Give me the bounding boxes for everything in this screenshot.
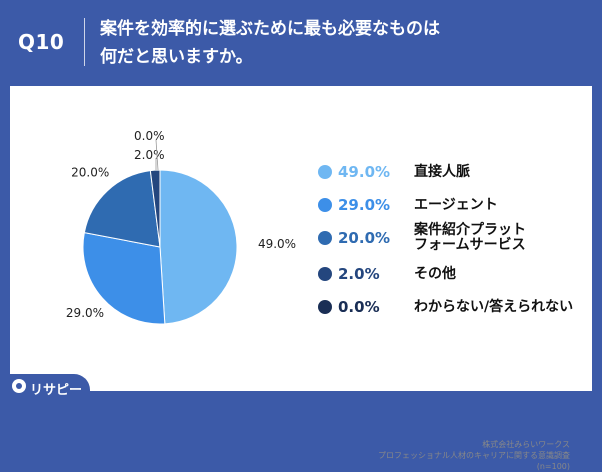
slice-value-label: 2.0% [134,148,165,162]
slice-value-label: 20.0% [71,166,109,180]
pie-chart: 49.0% 29.0% 20.0% 2.0% 0.0% [66,129,296,325]
pie-slice [83,170,161,248]
legend-percent: 29.0% [338,196,391,214]
legend-percent: 0.0% [338,298,380,316]
legend-item: 2.0% その他 [318,262,456,286]
logo-text: リサピー [30,383,83,398]
chart-panel: 49.0% 29.0% 20.0% 2.0% 0.0% 49.0% 直接人脈 29.0% エー… [10,86,592,471]
legend-label: その他 [414,265,456,282]
source-sample-size: (n=100) [536,462,570,471]
question-label: Q10 [18,30,65,54]
legend-label: 案件紹介プラット フォームサービス [414,222,526,253]
legend-label: わからない/答えられない [414,298,574,315]
legend-dot-icon [318,198,332,212]
legend-dot-icon [318,267,332,281]
legend-item: 49.0% 直接人脈 [318,160,470,184]
source-company: 株式会社みらいワークス [482,440,570,449]
slice-value-label: 29.0% [66,306,104,320]
location-pin-icon [12,379,26,393]
leader-line [155,139,159,171]
pie-slice [159,169,238,325]
legend-percent: 2.0% [338,265,380,283]
legend-dot-icon [318,165,332,179]
legend-label: 直接人脈 [414,163,470,180]
pie-slice [149,169,161,248]
slice-value-label: 0.0% [134,129,165,143]
header-divider [84,18,85,66]
legend-item: 20.0% 案件紹介プラット フォームサービス [318,222,526,253]
slice-value-label: 49.0% [258,237,296,251]
title-line-2: 何だと思いますか。 [100,47,253,67]
page-title: 案件を効率的に選ぶために最も必要なものは 何だと思いますか。 [100,15,590,71]
legend-label: エージェント [414,196,498,213]
legend-dot-icon [318,231,332,245]
legend-percent: 49.0% [338,163,391,181]
brand-logo: リサピー [4,374,90,401]
legend-percent: 20.0% [338,229,391,247]
legend-dot-icon [318,300,332,314]
legend-item: 0.0% わからない/答えられない [318,295,573,319]
source-survey: プロフェッショナル人材のキャリアに関する意識調査 [378,451,570,460]
title-line-1: 案件を効率的に選ぶために最も必要なものは [100,19,440,39]
legend-item: 29.0% エージェント [318,193,498,217]
source-note: 株式会社みらいワークス プロフェッショナル人材のキャリアに関する意識調査 (n=… [378,439,570,472]
pie-slice [82,231,166,325]
header: Q10 案件を効率的に選ぶために最も必要なものは 何だと思いますか。 [0,0,602,84]
